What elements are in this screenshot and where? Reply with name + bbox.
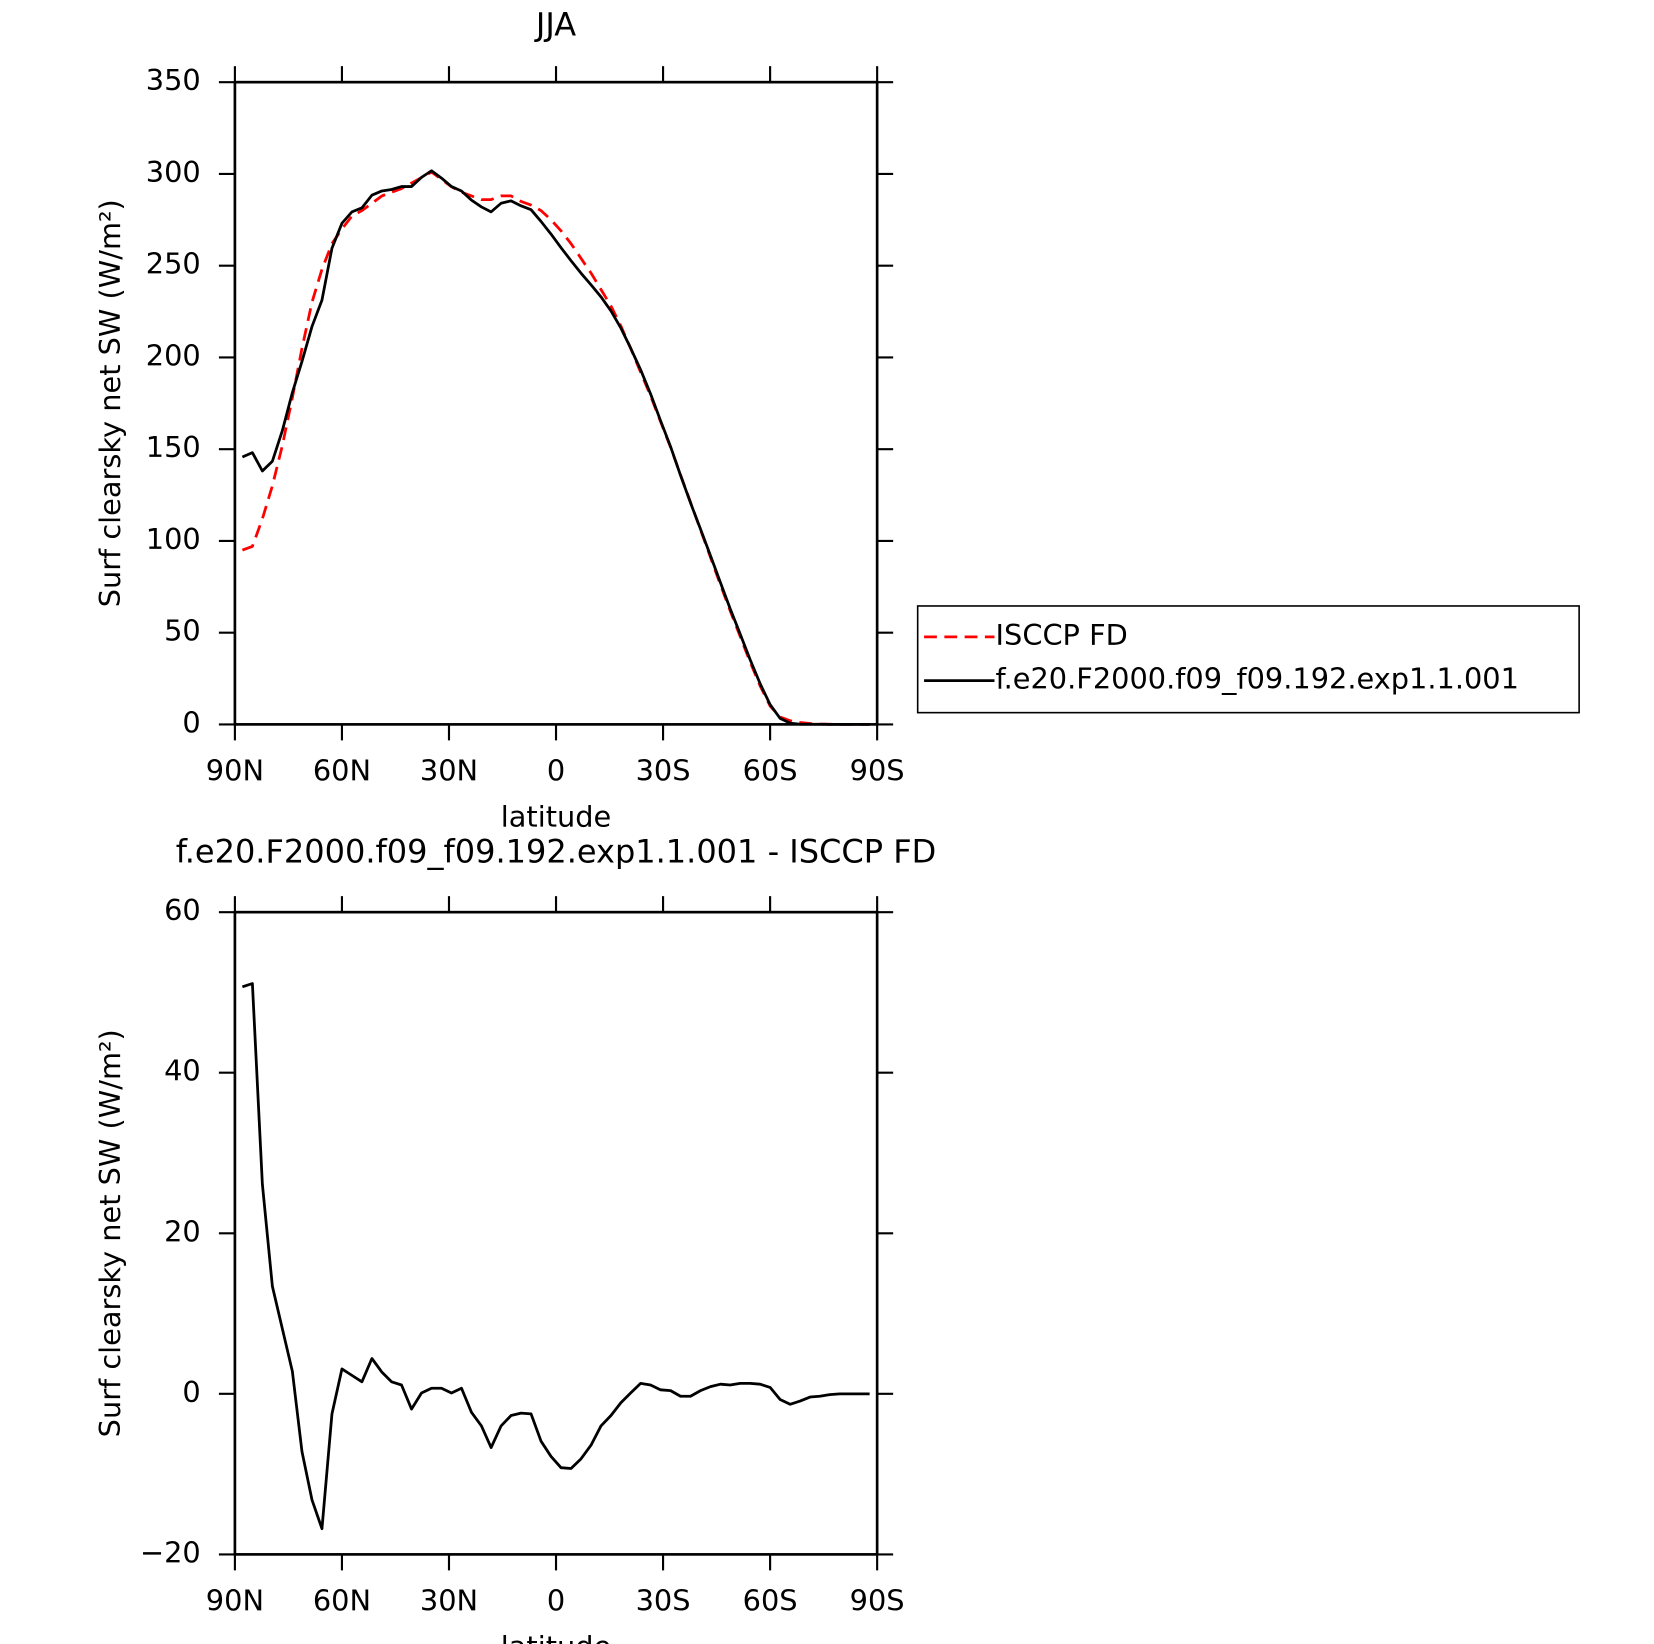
- x-tick-label: 60S: [743, 753, 798, 787]
- x-tick-label: 90S: [850, 753, 905, 787]
- y-tick-label: 20: [164, 1214, 201, 1248]
- x-tick-label: 0: [547, 1583, 565, 1617]
- y-axis-label: Surf clearsky net SW (W/m²): [93, 1029, 127, 1437]
- y-tick-label: 100: [146, 522, 201, 556]
- x-tick-label: 90N: [206, 1583, 264, 1617]
- y-tick-label: 60: [164, 893, 201, 927]
- y-axis-label: Surf clearsky net SW (W/m²): [93, 199, 127, 607]
- x-tick-label: 60N: [313, 753, 371, 787]
- x-tick-label: 30S: [636, 1583, 691, 1617]
- x-tick-label: 30N: [420, 1583, 478, 1617]
- y-tick-label: 40: [164, 1054, 201, 1088]
- legend-label: ISCCP FD: [996, 618, 1128, 652]
- x-tick-label: 60S: [743, 1583, 798, 1617]
- y-tick-label: 350: [146, 63, 201, 97]
- legend-box: [916, 605, 1580, 714]
- y-tick-label: 300: [146, 155, 201, 189]
- chart-title: f.e20.F2000.f09_f09.192.exp1.1.001 - ISC…: [176, 832, 936, 870]
- legend: ISCCP FD f.e20.F2000.f09_f09.192.exp1.1.0…: [916, 605, 1580, 714]
- data-line: [241, 170, 870, 726]
- plot-frame: [233, 80, 879, 726]
- x-tick-label: 60N: [313, 1583, 371, 1617]
- x-axis-label: latitude: [501, 799, 611, 833]
- legend-label: f.e20.F2000.f09_f09.192.exp1.1.001: [996, 662, 1519, 696]
- plot-frame: [233, 910, 879, 1556]
- x-tick-label: 90S: [850, 1583, 905, 1617]
- y-tick-label: 200: [146, 338, 201, 372]
- y-tick-label: 250: [146, 247, 201, 281]
- data-line: [241, 169, 870, 726]
- x-axis-label: latitude: [501, 1629, 611, 1644]
- y-tick-label: 150: [146, 430, 201, 464]
- x-tick-label: 30S: [636, 753, 691, 787]
- chart-title: JJA: [534, 6, 576, 44]
- x-tick-label: 0: [547, 753, 565, 787]
- x-tick-label: 30N: [420, 753, 478, 787]
- y-tick-label: −20: [140, 1535, 201, 1569]
- y-tick-label: 0: [182, 705, 200, 739]
- data-line: [241, 982, 870, 1531]
- y-tick-label: 0: [182, 1375, 200, 1409]
- x-tick-label: 90N: [206, 753, 264, 787]
- y-tick-label: 50: [164, 614, 201, 648]
